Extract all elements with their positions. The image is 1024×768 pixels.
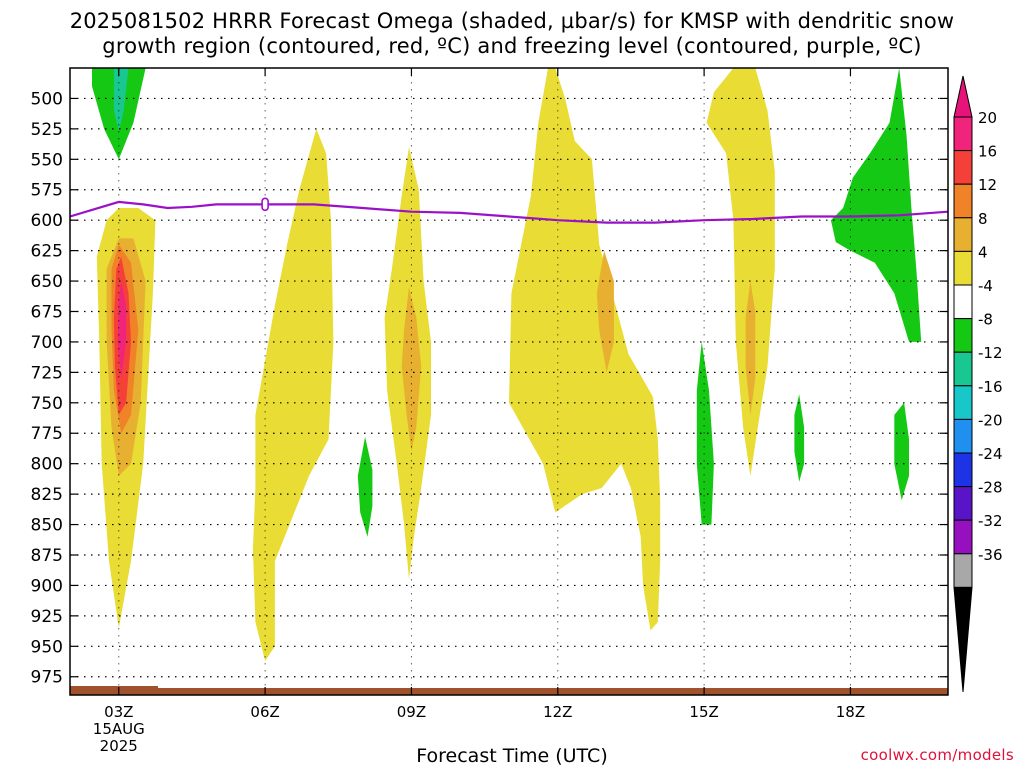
colorbar-swatch [954, 319, 972, 353]
colorbar-swatch [954, 554, 972, 588]
y-tick-label: 900 [31, 576, 63, 596]
y-tick-label: 650 [31, 272, 63, 292]
colorbar-swatch [954, 520, 972, 554]
colorbar-swatch [954, 151, 972, 185]
ground-bump [70, 686, 158, 689]
y-tick-label: 625 [31, 242, 63, 262]
colorbar-label: -32 [978, 512, 1003, 530]
colorbar-label: -12 [978, 344, 1003, 362]
colorbar-swatch [954, 184, 972, 218]
colorbar-top-arrow [954, 76, 972, 117]
freezing-level-label-marker [262, 198, 268, 210]
chart-svg: 500 525 550 575 600 625 650 675 700 725 750 775 800 8… [0, 0, 1024, 768]
colorbar-label: -20 [978, 411, 1003, 429]
y-tick-label: 975 [31, 668, 63, 688]
y-tick-label: 875 [31, 546, 63, 566]
x-tick-label: 06Z [250, 703, 279, 721]
plot-background [70, 68, 948, 695]
y-tick-label: 525 [31, 120, 63, 140]
ground-strip [70, 688, 948, 695]
y-tick-label: 675 [31, 302, 63, 322]
colorbar-swatch [954, 453, 972, 487]
colorbar-swatch [954, 285, 972, 319]
colorbar-label: -16 [978, 378, 1003, 396]
colorbar-swatch [954, 386, 972, 420]
x-tick-label: 15Z [689, 703, 718, 721]
colorbar-swatch [954, 487, 972, 521]
y-tick-label: 725 [31, 363, 63, 383]
colorbar-label: 8 [978, 210, 988, 228]
colorbar-swatch [954, 218, 972, 252]
colorbar-label: 20 [978, 109, 997, 127]
colorbar-label: 16 [978, 143, 997, 161]
colorbar-label: -8 [978, 311, 993, 329]
y-tick-label: 600 [31, 211, 63, 231]
y-tick-label: 500 [31, 89, 63, 109]
colorbar-swatch [954, 352, 972, 386]
colorbar-swatch [954, 419, 972, 453]
y-tick-label: 575 [31, 181, 63, 201]
x-tick-sublabel: 15AUG [93, 720, 145, 738]
colorbar-label: -24 [978, 445, 1003, 463]
y-tick-label: 850 [31, 516, 63, 536]
y-tick-label: 550 [31, 150, 63, 170]
y-tick-label: 700 [31, 333, 63, 353]
y-tick-label: 925 [31, 607, 63, 627]
credit-link[interactable]: coolwx.com/models [861, 746, 1014, 764]
y-tick-label: 775 [31, 424, 63, 444]
x-tick-label: 03Z [104, 703, 133, 721]
y-tick-label: 800 [31, 455, 63, 475]
colorbar-label: 4 [978, 243, 988, 261]
colorbar-bottom-arrow [954, 587, 972, 692]
colorbar-label: -36 [978, 546, 1003, 564]
y-tick-label: 825 [31, 485, 63, 505]
colorbar-swatch [954, 117, 972, 151]
colorbar-swatch [954, 251, 972, 285]
plot-area [70, 68, 948, 695]
x-tick-label: 09Z [397, 703, 426, 721]
x-tick-label: 18Z [836, 703, 865, 721]
colorbar-label: -28 [978, 479, 1003, 497]
colorbar: 20 16 12 8 4 -4 -8 -12 -16 -20 -24 -28 -32 -36 [954, 76, 1003, 692]
y-tick-label: 950 [31, 637, 63, 657]
colorbar-label: -4 [978, 277, 993, 295]
y-tick-label: 750 [31, 394, 63, 414]
colorbar-label: 12 [978, 176, 997, 194]
x-tick-label: 12Z [543, 703, 572, 721]
